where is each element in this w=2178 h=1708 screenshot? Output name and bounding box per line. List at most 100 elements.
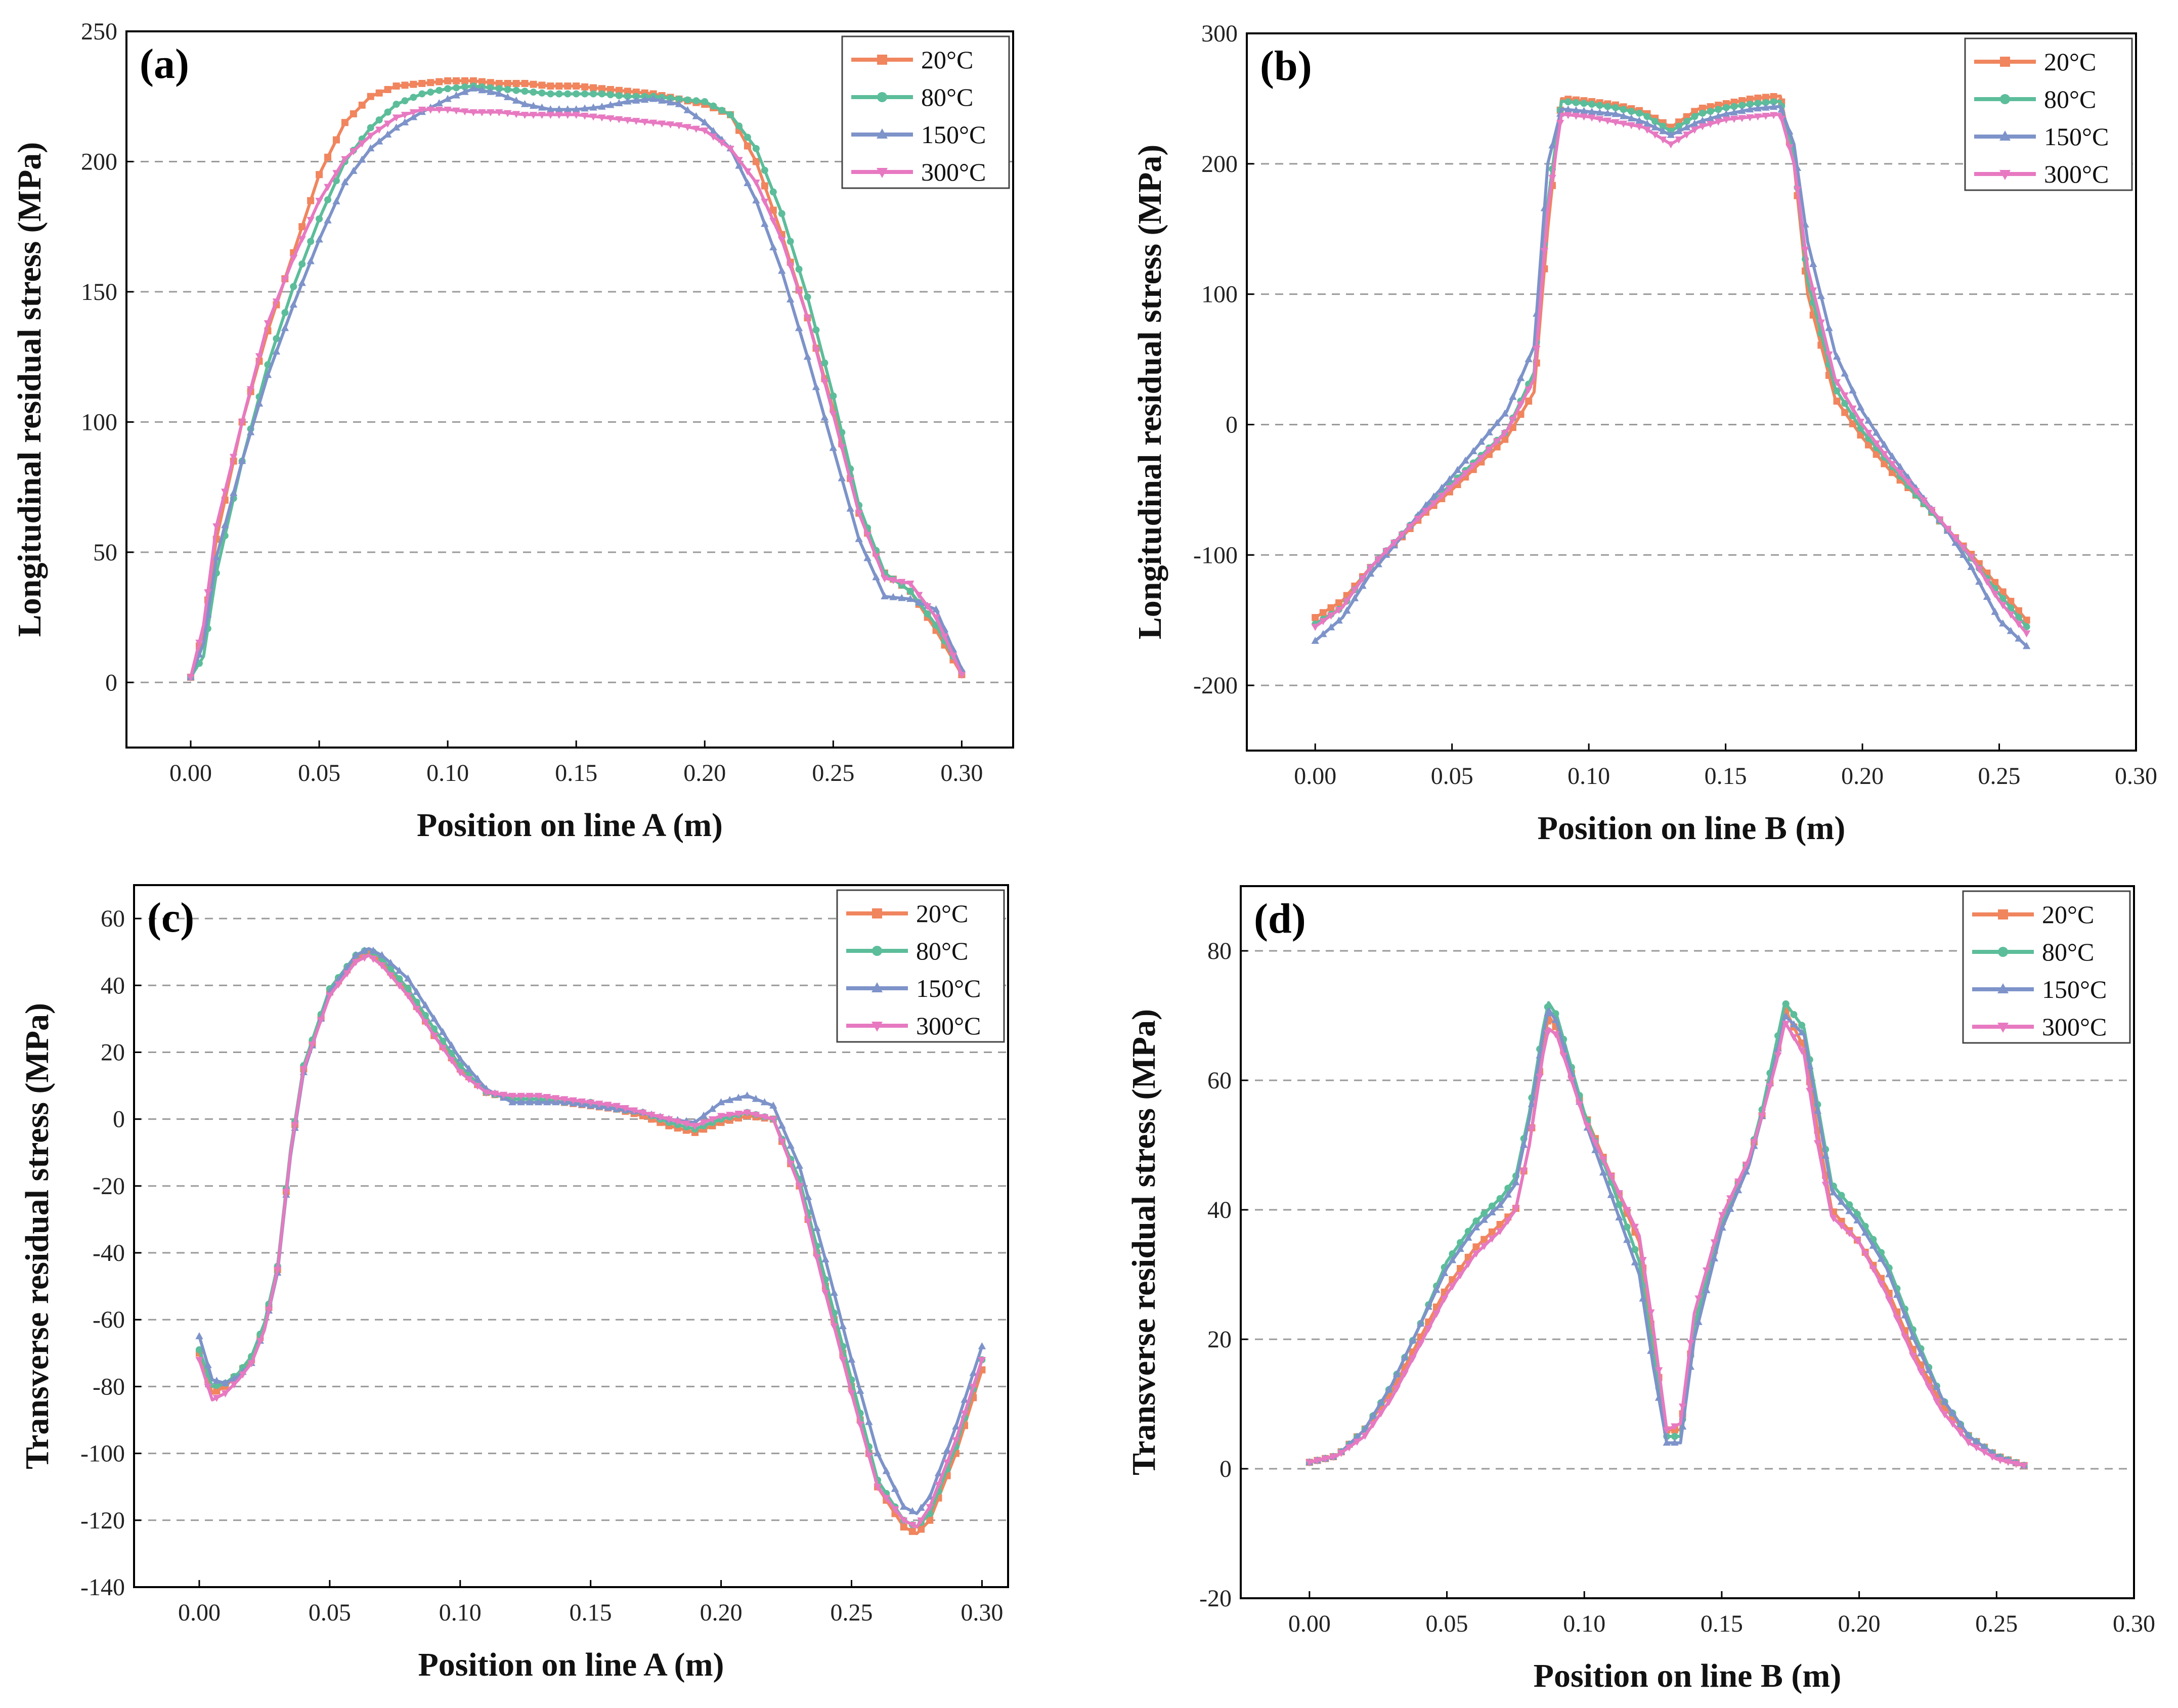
data-point xyxy=(1446,485,1454,493)
data-point xyxy=(2022,630,2031,638)
data-point xyxy=(461,87,469,95)
data-point xyxy=(1312,614,1319,622)
data-point xyxy=(1607,1173,1616,1180)
data-point xyxy=(1943,525,1952,533)
data-point xyxy=(350,166,358,174)
data-point xyxy=(1374,556,1382,563)
data-point xyxy=(726,1096,734,1103)
data-point xyxy=(874,1484,882,1492)
data-point xyxy=(238,419,246,426)
data-point xyxy=(1829,1215,1838,1222)
data-point xyxy=(683,106,692,113)
data-point xyxy=(555,105,563,113)
data-point xyxy=(1619,120,1628,128)
series-group xyxy=(1311,93,2031,649)
data-point xyxy=(656,1114,664,1121)
data-point xyxy=(1464,1261,1472,1268)
data-point xyxy=(1580,100,1588,107)
data-point xyxy=(2023,623,2030,631)
data-point xyxy=(1983,579,1991,586)
data-point xyxy=(961,1410,969,1418)
data-point xyxy=(1469,447,1477,455)
data-point xyxy=(1864,416,1872,424)
data-point xyxy=(332,170,340,178)
data-point xyxy=(1599,1156,1607,1164)
data-point xyxy=(795,289,803,296)
data-point xyxy=(350,148,358,156)
data-point xyxy=(1940,1411,1949,1419)
data-point xyxy=(404,992,412,1000)
data-point xyxy=(487,109,495,117)
data-point xyxy=(924,610,931,618)
panel-label: (b) xyxy=(1260,42,1312,90)
data-point xyxy=(812,347,820,355)
data-point xyxy=(1432,1286,1441,1293)
y-tick-label: 20 xyxy=(101,1039,125,1066)
data-point xyxy=(847,1355,856,1363)
data-point xyxy=(1948,1420,1957,1428)
data-point xyxy=(1999,619,2007,627)
data-point xyxy=(221,1379,230,1386)
data-point xyxy=(1361,1432,1369,1440)
data-point xyxy=(786,295,795,302)
chart-panel-c: -140 -120 -100 -80 -60 -40 -20 0 20 40 60 0.00 0.05 0… xyxy=(0,854,1089,1707)
data-point xyxy=(598,85,606,93)
data-point xyxy=(360,954,369,962)
y-tick-label: -80 xyxy=(93,1373,125,1400)
data-point xyxy=(1627,114,1635,122)
data-point xyxy=(734,1093,743,1101)
data-point xyxy=(1548,141,1556,149)
data-point xyxy=(289,300,297,308)
data-point xyxy=(1409,1336,1417,1344)
data-point xyxy=(500,1091,508,1099)
data-point xyxy=(495,85,503,93)
data-point xyxy=(1880,451,1889,458)
data-point xyxy=(795,1183,804,1191)
data-point xyxy=(1853,1237,1861,1245)
data-point xyxy=(830,392,837,400)
data-point xyxy=(1647,1309,1655,1317)
data-point xyxy=(230,489,238,496)
data-point xyxy=(491,1090,499,1098)
data-point xyxy=(350,110,357,118)
data-point xyxy=(691,1123,699,1130)
data-point xyxy=(735,161,743,169)
data-point xyxy=(298,223,306,231)
data-point xyxy=(396,975,403,983)
data-point xyxy=(512,111,520,118)
y-tick-label: -140 xyxy=(80,1574,125,1601)
data-point xyxy=(2007,604,2015,611)
data-point xyxy=(744,142,751,150)
data-point xyxy=(1583,1123,1591,1130)
y-tick-label: 300 xyxy=(1201,20,1238,47)
data-point xyxy=(456,1069,464,1077)
data-point xyxy=(1311,624,1319,631)
data-point xyxy=(701,118,709,125)
data-point xyxy=(1488,1202,1496,1210)
data-point xyxy=(613,1103,621,1110)
data-point xyxy=(692,97,700,105)
data-point xyxy=(666,98,675,106)
data-point xyxy=(1885,1270,1893,1278)
y-tick-label: -200 xyxy=(1193,672,1238,699)
data-point xyxy=(395,982,404,990)
data-point xyxy=(1948,1409,1957,1416)
data-point xyxy=(444,95,452,102)
data-point xyxy=(863,554,872,561)
data-point xyxy=(367,93,374,100)
plot-frame xyxy=(125,30,1014,749)
data-point xyxy=(820,379,829,386)
data-point xyxy=(395,967,404,974)
data-point xyxy=(1817,319,1825,327)
data-point xyxy=(743,1109,751,1117)
data-point xyxy=(1762,99,1769,106)
data-point xyxy=(418,90,426,98)
data-point xyxy=(1369,1411,1377,1419)
x-tick-label: 0.05 xyxy=(1431,763,1473,790)
data-point xyxy=(881,592,889,599)
data-point xyxy=(1488,1228,1496,1236)
series-line-150°C xyxy=(1309,1008,2025,1467)
data-point xyxy=(1833,398,1841,405)
data-point xyxy=(1477,455,1486,462)
data-point xyxy=(264,320,272,328)
